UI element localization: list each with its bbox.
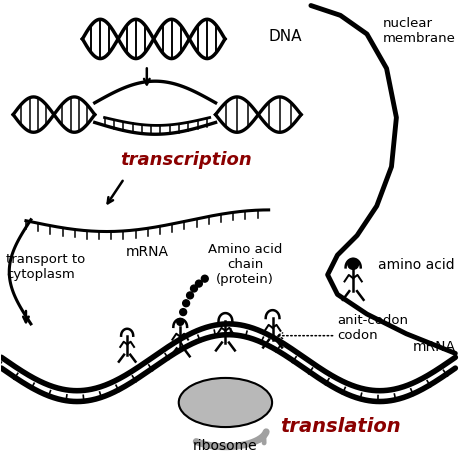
Circle shape: [182, 300, 190, 307]
Text: Amino acid
chain
(protein): Amino acid chain (protein): [208, 244, 282, 287]
Text: DNA: DNA: [269, 29, 302, 44]
Text: transcription: transcription: [120, 151, 252, 169]
Text: nuclear
membrane: nuclear membrane: [383, 17, 456, 45]
Text: anit-codon
codon: anit-codon codon: [337, 314, 409, 342]
Circle shape: [348, 259, 358, 269]
Text: amino acid: amino acid: [378, 258, 455, 272]
Circle shape: [187, 292, 193, 299]
Circle shape: [191, 285, 197, 292]
Text: transport to
cytoplasm: transport to cytoplasm: [6, 253, 85, 281]
Ellipse shape: [179, 378, 272, 427]
Circle shape: [177, 319, 183, 325]
Text: mRNA: mRNA: [125, 245, 168, 259]
Circle shape: [180, 308, 187, 315]
Text: ribosome: ribosome: [193, 439, 258, 453]
Circle shape: [195, 280, 202, 287]
Circle shape: [201, 275, 208, 282]
Text: mRNA: mRNA: [412, 340, 456, 355]
Text: translation: translation: [280, 417, 401, 436]
